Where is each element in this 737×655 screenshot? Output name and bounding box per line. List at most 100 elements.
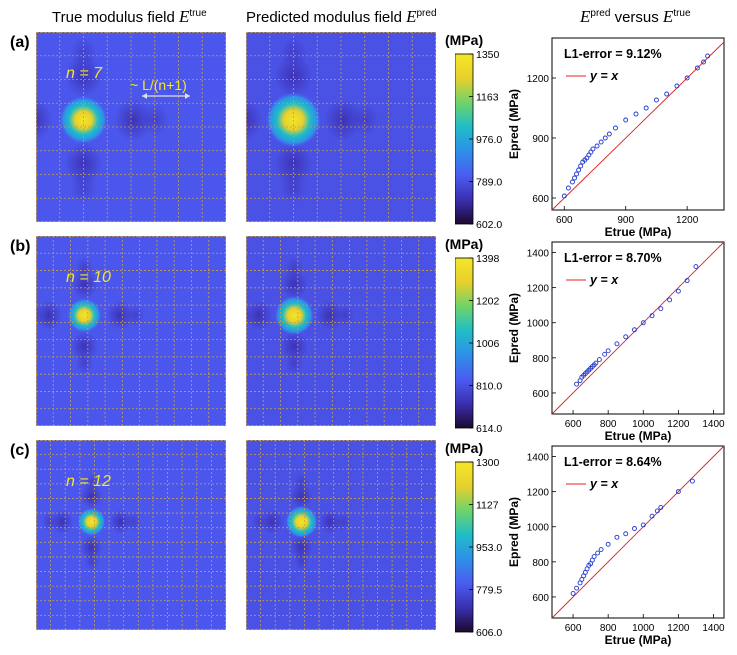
x-tick-label: 800 [600,623,617,634]
high-modulus-spot [285,505,318,538]
colorbar-tick-label: 602.0 [476,219,502,231]
x-tick-label: 800 [600,419,617,430]
scatter-point [614,534,620,540]
scatter-point [574,585,580,591]
colorbar: 1300 1127 953.0 779.5 606.0 [454,457,535,640]
grid-count-label: n = 12 [66,473,111,490]
scatter-point [602,135,608,141]
scatter-point [623,117,629,123]
scatter-point [667,297,673,303]
scatter-plot: 600 900 1200 600 900 1200 Etrue (MPa) Epred (MP… [505,30,733,242]
low-modulus-lobe [335,512,352,532]
legend-label: y = x [589,69,619,83]
low-modulus-lobe [336,303,355,328]
spacing-annotation: ~ L/(n+1) [130,77,187,93]
field-background [36,440,226,630]
x-axis-label: Etrue (MPa) [605,429,672,443]
column-title-true: True modulus field Etrue [52,7,207,26]
scatter-point [593,360,599,366]
scatter-point [598,139,604,145]
scatter-point [606,131,612,137]
scatter-point [705,53,711,59]
y-tick-label: 1200 [527,284,550,295]
y-axis-label: Epred (MPa) [507,89,521,159]
arrowhead-icon [185,93,190,99]
scatter-point [570,179,575,185]
pred-field-map [234,235,437,427]
scatter-point [653,97,659,103]
row-label: (a) [10,34,30,51]
y-tick-label: 1000 [527,319,550,330]
high-modulus-spot [265,92,322,148]
x-tick-label: 600 [556,215,573,226]
grid-count-label: n = 7 [66,65,103,82]
map-frame [246,32,436,222]
scatter-point [574,381,580,387]
low-modulus-lobe [70,170,97,204]
scatter-point [701,59,706,65]
scatter-point [658,306,664,312]
low-modulus-lobe [142,103,169,137]
scatter-point [694,65,700,71]
identity-line [551,241,725,415]
low-modulus-lobe [51,509,74,535]
colorbar-tick-label: 614.0 [476,423,502,435]
low-modulus-lobe [75,255,94,280]
scatter-point [598,547,604,553]
y-tick-label: 1000 [527,523,550,534]
low-modulus-lobe [114,98,153,142]
scatter-plot: 600 800 1000 1200 1400 600 800 1000 1200 1400 Etru… [505,438,733,650]
arrowhead-icon [142,93,147,99]
scatter-point [596,357,602,363]
scatter-point [623,531,629,537]
map-frame [36,236,226,426]
scatter-point [632,526,637,531]
low-modulus-lobe [245,300,273,331]
low-modulus-lobe [80,534,103,560]
field-background [36,236,226,426]
scatter-point [684,75,690,81]
scatter-point [633,111,639,117]
field-background [246,236,436,426]
column-title-scatter: Epred versus Etrue [580,7,691,26]
low-modulus-lobe [280,170,307,204]
scatter-point [595,550,601,556]
low-modulus-lobe [290,534,313,560]
x-tick-label: 1200 [676,215,699,226]
scatter-point [675,489,681,495]
scatter-point [590,146,596,152]
y-tick-label: 600 [532,194,549,205]
low-modulus-lobe [319,509,342,535]
y-tick-label: 1200 [527,74,550,85]
map-frame [246,440,436,630]
scatter-point [684,278,690,284]
scatter-point [572,175,577,181]
x-tick-label: 900 [617,215,634,226]
scatter-point [675,288,681,294]
high-modulus-spot [67,298,102,333]
row-label: (b) [10,238,31,255]
scatter-point [594,143,600,149]
y-tick-label: 600 [532,389,549,400]
x-axis-label: Etrue (MPa) [605,225,672,239]
low-modulus-lobe [285,255,304,280]
y-axis-label: Epred (MPa) [507,497,521,567]
true-field-map: n = 12 [35,439,227,631]
scatter-point [565,185,571,191]
y-tick-label: 800 [532,354,549,365]
colorbar-unit: (MPa) [445,440,484,456]
colorbar-tick-label: 789.0 [476,177,502,189]
legend-label: y = x [589,477,619,491]
field-background [246,440,436,630]
low-modulus-lobe [106,300,134,331]
y-tick-label: 900 [532,134,549,145]
colorbar-tick-label: 1163 [476,92,499,104]
scatter-point [689,478,695,484]
true-field-map: n = 10 [24,235,227,427]
colorbar-tick-label: 1006 [476,338,500,350]
scatter-point [654,508,660,514]
high-modulus-spot [77,507,106,536]
map-frame [36,32,226,222]
x-tick-label: 1400 [702,419,725,430]
scatter-point [693,264,699,270]
